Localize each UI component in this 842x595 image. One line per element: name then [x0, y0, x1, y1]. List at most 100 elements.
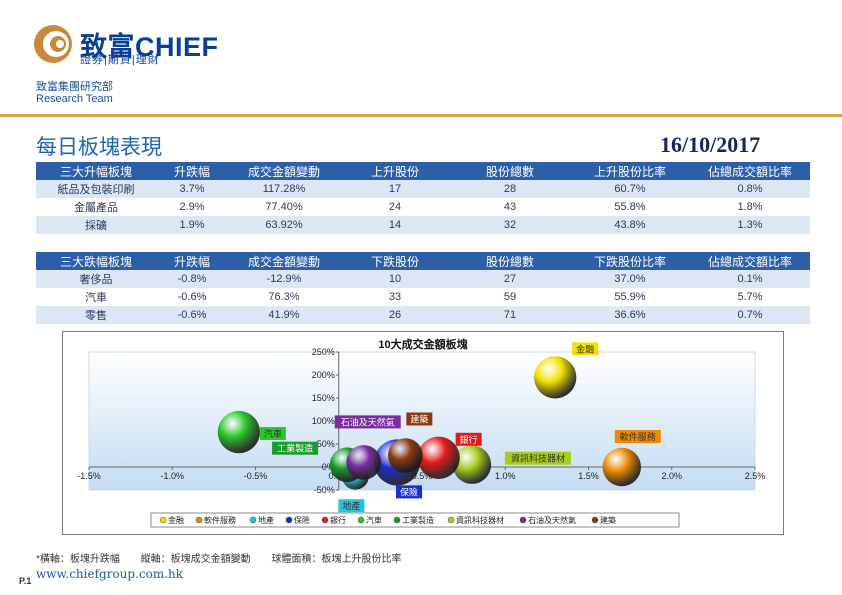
bubble-label-box [406, 412, 433, 426]
table-cell: 17 [340, 180, 450, 198]
bubble-label: 保險 [400, 486, 418, 497]
bubble-label-box [572, 342, 599, 356]
table-cell: 33 [340, 288, 450, 306]
bubble-label: 軟件服務 [620, 431, 656, 442]
table-row: 採礦 1.9% 63.92% 14 32 43.8% 1.3% [36, 216, 810, 234]
legend-swatch [249, 516, 257, 524]
column-header: 上升股份 [340, 162, 450, 180]
table-cell: 5.7% [690, 288, 810, 306]
column-header: 上升股份比率 [570, 162, 690, 180]
bubble-label-box [455, 432, 482, 446]
table-row: 金屬產品 2.9% 77.40% 24 43 55.8% 1.8% [36, 198, 810, 216]
table-cell: 0.7% [690, 306, 810, 324]
table-cell: 27 [450, 270, 570, 288]
bubble-label-box [396, 485, 423, 499]
column-header: 佔總成交額比率 [690, 162, 810, 180]
x-tick-label: 2.5% [745, 471, 766, 481]
table-cell: 37.0% [570, 270, 690, 288]
bubble [417, 436, 460, 479]
x-tick-label: 1.0% [495, 471, 516, 481]
bubble-label-box [259, 427, 286, 441]
chart-footnote: *橫軸：板塊升跌幅 縱軸：板塊成交金額變動 球體面積：板塊上升股份比率 [36, 550, 419, 565]
bubble-label: 汽車 [264, 428, 282, 439]
table-cell: 41.9% [228, 306, 340, 324]
table-cell: 76.3% [228, 288, 340, 306]
chart-title: 10大成交金額板塊 [378, 337, 467, 351]
legend-box [150, 512, 680, 528]
table-row: 奢侈品 -0.8% -12.9% 10 27 37.0% 0.1% [36, 270, 810, 288]
legend-swatch [591, 516, 599, 524]
bubble-label-box [614, 430, 661, 443]
x-tick-label: -1.0% [160, 471, 184, 481]
x-tick-label: -1.5% [77, 471, 101, 481]
bubble-label: 石油及天然氣 [341, 416, 395, 427]
legend-swatch [159, 516, 167, 524]
table-cell: -0.6% [156, 306, 228, 324]
column-header: 佔總成交額比率 [690, 252, 810, 270]
bubble [217, 410, 261, 454]
header-divider [0, 114, 842, 117]
department-english: Research Team [36, 93, 113, 105]
bubble [602, 447, 642, 487]
table-cell: 汽車 [36, 288, 156, 306]
bubble-label: 銀行 [460, 434, 478, 445]
y-tick-label: 0% [322, 462, 335, 472]
table-cell: 1.9% [156, 216, 228, 234]
table-cell: 奢侈品 [36, 270, 156, 288]
legend-entry: 銀行 [330, 515, 346, 525]
page-number: P.1 [19, 576, 32, 586]
y-tick-label: 100% [312, 416, 335, 426]
table-cell: -12.9% [228, 270, 340, 288]
table-cell: 43 [450, 198, 570, 216]
table-cell: 59 [450, 288, 570, 306]
table-cell: 55.9% [570, 288, 690, 306]
y-tick-label: 250% [312, 347, 335, 357]
table-row: 紙品及包裝印刷 3.7% 117.28% 17 28 60.7% 0.8% [36, 180, 810, 198]
table-cell: 24 [340, 198, 450, 216]
chief-logo-icon [34, 25, 72, 63]
table-header-row: 三大跌幅板塊 升跌幅 成交金額變動 下跌股份 股份總數 下跌股份比率 佔總成交額… [36, 252, 810, 270]
x-tick-label: 2.0% [661, 471, 682, 481]
table-cell: 36.6% [570, 306, 690, 324]
legend-entry: 汽車 [366, 515, 382, 525]
bubble [346, 445, 382, 480]
legend-entry: 地產 [258, 515, 274, 525]
table-header-row: 三大升幅板塊 升跌幅 成交金額變動 上升股份 股份總數 上升股份比率 佔總成交額… [36, 162, 810, 180]
bubble [452, 445, 492, 484]
column-header: 下跌股份比率 [570, 252, 690, 270]
legend-entry: 軟件服務 [204, 515, 236, 525]
column-header: 升跌幅 [156, 252, 228, 270]
x-tick-label: -0.5% [244, 471, 268, 481]
table-cell: 零售 [36, 306, 156, 324]
y-tick-label: 200% [312, 370, 335, 380]
table-row: 零售 -0.6% 41.9% 26 71 36.6% 0.7% [36, 306, 810, 324]
bubble [534, 356, 577, 399]
table-cell: 55.8% [570, 198, 690, 216]
column-header: 三大升幅板塊 [36, 162, 156, 180]
table-cell: 採礦 [36, 216, 156, 234]
column-header: 三大跌幅板塊 [36, 252, 156, 270]
legend-swatch [195, 516, 203, 524]
y-tick-label: -50% [314, 485, 335, 495]
legend-entry: 工業製造 [402, 515, 434, 525]
bubble [388, 438, 423, 473]
bubble-label: 金融 [576, 343, 594, 354]
page-title: 每日板塊表現 [36, 135, 162, 159]
y-axis-note: 縱軸：板塊成交金額變動 [140, 554, 251, 565]
table-cell: 60.7% [570, 180, 690, 198]
report-date: 16/10/2017 [660, 132, 761, 157]
legend-entry: 保險 [294, 515, 310, 525]
legend-swatch [285, 516, 293, 524]
table-cell: 71 [450, 306, 570, 324]
column-header: 成交金額變動 [228, 162, 340, 180]
legend-swatch [357, 516, 365, 524]
table-cell: 32 [450, 216, 570, 234]
table-cell: -0.6% [156, 288, 228, 306]
legend-swatch [393, 516, 401, 524]
website-link[interactable]: www.chiefgroup.com.hk [36, 567, 184, 581]
table-cell: 金屬產品 [36, 198, 156, 216]
top-gainers-table: 三大升幅板塊 升跌幅 成交金額變動 上升股份 股份總數 上升股份比率 佔總成交額… [36, 162, 810, 234]
bubble-label-box [272, 441, 319, 455]
chart-legend: 金融 軟件服務 地產 保險 銀行 汽車 工業製造 資訊科技器材 石油及天然氣 建築 [159, 515, 616, 525]
table-cell: 0.1% [690, 270, 810, 288]
